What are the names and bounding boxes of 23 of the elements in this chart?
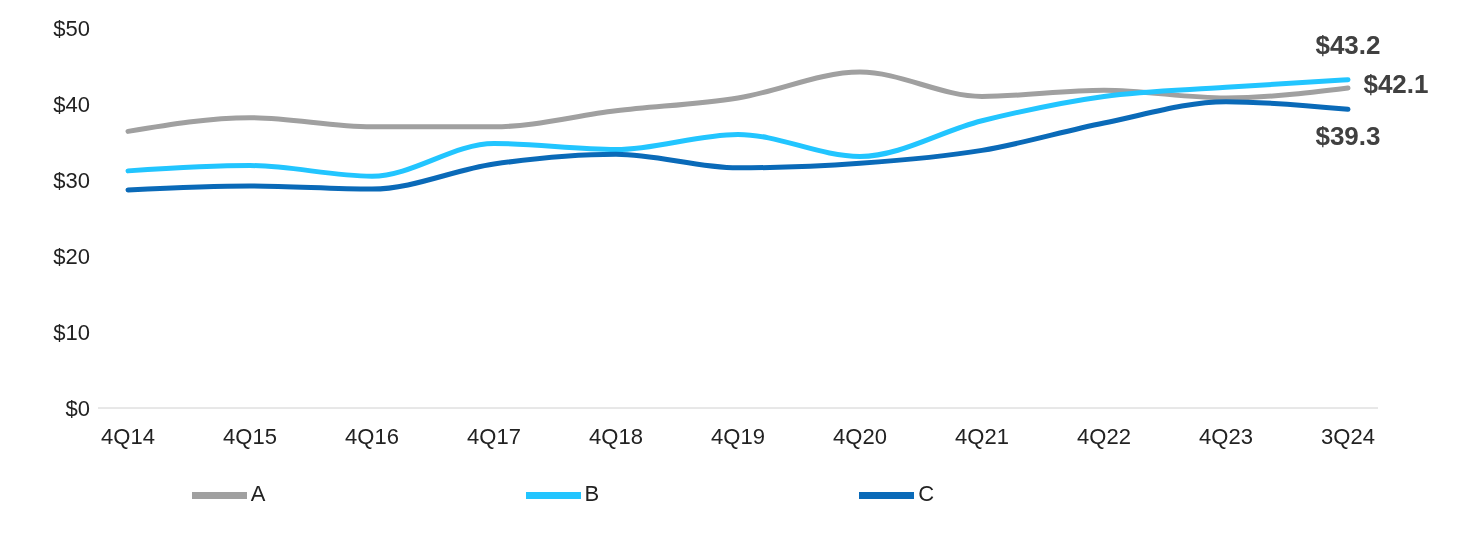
data-label: $42.1 (1363, 69, 1429, 100)
x-tick-label: 4Q16 (345, 423, 399, 449)
x-tick-label: 4Q18 (589, 423, 643, 449)
x-tick-label: 4Q23 (1199, 423, 1253, 449)
y-tick-label: $50 (53, 15, 90, 41)
x-tick-label: 4Q17 (467, 423, 521, 449)
x-tick-label: 4Q20 (833, 423, 887, 449)
x-tick-label: 4Q19 (711, 423, 765, 449)
y-tick-label: $20 (53, 243, 90, 269)
data-label: $43.2 (1315, 29, 1381, 60)
x-tick-label: 4Q15 (223, 423, 277, 449)
data-label: $39.3 (1315, 121, 1381, 152)
legend-label: A (250, 481, 266, 507)
x-tick-label: 4Q22 (1077, 423, 1131, 449)
x-tick-label: 4Q14 (101, 423, 155, 449)
y-tick-label: $30 (53, 167, 90, 193)
legend-label: C (918, 481, 935, 507)
x-tick-label: 4Q21 (955, 423, 1009, 449)
y-tick-label: $40 (53, 91, 90, 117)
legend-label: B (584, 481, 600, 507)
x-tick-label: 3Q24 (1321, 423, 1375, 449)
y-tick-label: $0 (65, 395, 90, 421)
y-tick-label: $10 (53, 319, 90, 345)
